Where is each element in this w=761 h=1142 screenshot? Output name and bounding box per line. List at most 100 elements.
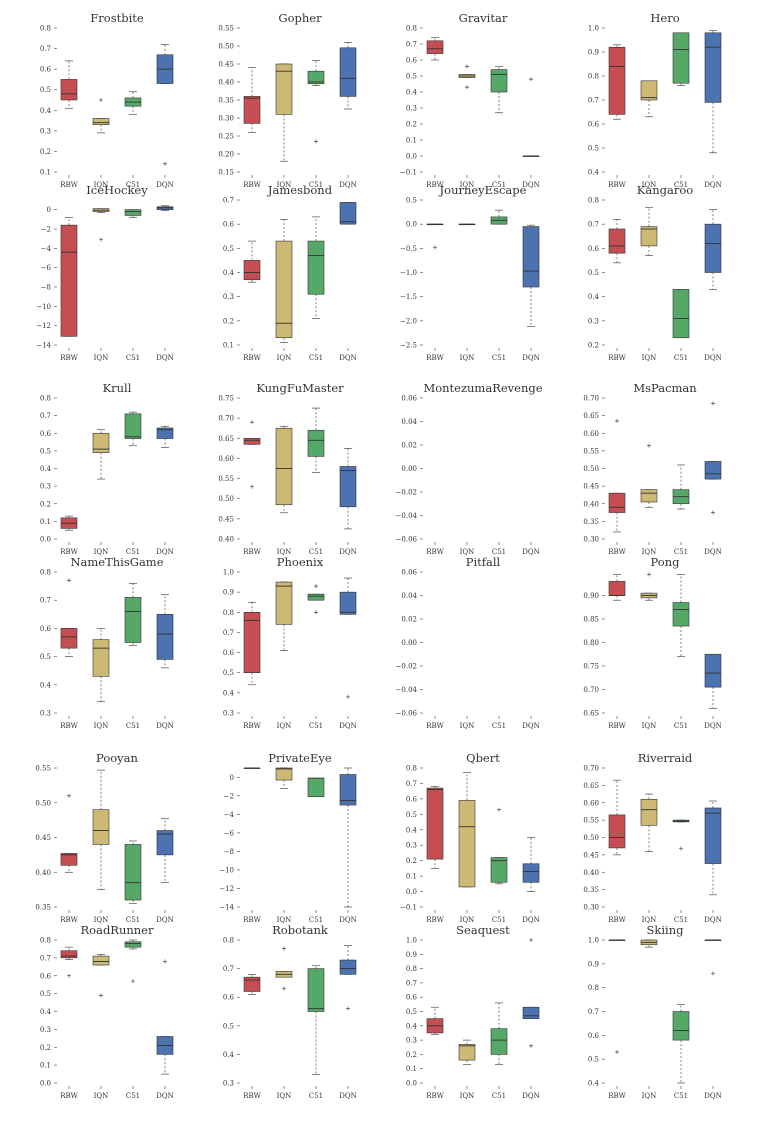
x-tick-label: RBW — [426, 722, 444, 730]
y-tick-label: 0.5 — [588, 1056, 599, 1064]
y-tick-label: 0.0 — [40, 1080, 51, 1088]
box-dqn — [522, 938, 540, 1048]
box-dqn — [704, 401, 722, 515]
outlier-marker — [314, 610, 318, 615]
y-tick-label: 0.5 — [40, 86, 51, 94]
box-c51 — [124, 939, 142, 984]
panel-krull: Krull 0.0 0.1 0.2 0.3 0.4 0.5 0.6 0.7 0.8 RBW IQN C5… — [40, 381, 174, 556]
x-tick-label: DQN — [156, 181, 173, 189]
iqr-box — [608, 46, 626, 115]
box-rbw — [60, 578, 78, 657]
y-tick-label: 0.45 — [218, 515, 234, 523]
y-tick-label: −4 — [224, 811, 235, 819]
y-tick-label: 0.4 — [223, 269, 235, 277]
y-tick-label: 0.7 — [40, 597, 51, 605]
panel-title: KungFuMaster — [256, 381, 344, 395]
y-tick-label: 0.15 — [218, 169, 234, 177]
y-tick-label: 0.8 — [40, 395, 51, 403]
y-tick-label: 0.5 — [223, 1022, 234, 1030]
x-tick-label: RBW — [60, 354, 78, 362]
panel-title: Krull — [103, 381, 132, 395]
iqr-box — [124, 844, 142, 901]
y-tick-label: 0.55 — [583, 817, 599, 825]
box-iqn — [640, 443, 658, 508]
y-tick-label: −2 — [224, 792, 234, 800]
box-dqn — [156, 959, 174, 1075]
box-rbw — [243, 974, 261, 995]
y-tick-label: 0.4 — [406, 89, 418, 97]
y-tick-label: 0.7 — [223, 629, 234, 637]
y-tick-label: 0.45 — [583, 851, 599, 859]
y-tick-label: 0.85 — [583, 616, 599, 624]
iqr-box — [522, 226, 540, 288]
x-tick-label: IQN — [94, 354, 109, 362]
iqr-box — [92, 955, 110, 966]
y-tick-label: 0.7 — [588, 1008, 599, 1016]
outlier-marker — [711, 971, 715, 976]
box-rbw — [243, 601, 261, 686]
box-rbw — [60, 515, 78, 531]
x-tick-label: IQN — [460, 916, 475, 924]
y-tick-label: 0.35 — [218, 97, 234, 105]
box-dqn — [522, 837, 540, 892]
x-tick-label: RBW — [608, 916, 626, 924]
box-rbw — [60, 217, 78, 337]
box-iqn — [640, 793, 658, 852]
x-tick-label: C51 — [492, 1092, 506, 1100]
box-iqn — [640, 939, 658, 948]
x-tick-label: C51 — [309, 181, 323, 189]
panel-title: NameThisGame — [70, 555, 163, 569]
y-tick-label: 0.1 — [406, 1065, 417, 1073]
y-tick-label: −10 — [219, 866, 234, 874]
x-tick-label: C51 — [126, 1092, 140, 1100]
x-tick-label: C51 — [309, 548, 323, 556]
outlier-marker — [67, 793, 71, 798]
panel-title: Gravitar — [459, 11, 508, 25]
box-iqn — [275, 767, 293, 789]
x-tick-label: DQN — [156, 722, 173, 730]
y-tick-label: 0.45 — [35, 834, 51, 842]
box-dqn — [704, 800, 722, 896]
y-tick-label: 0.4 — [223, 1051, 235, 1059]
box-c51 — [490, 807, 508, 885]
panel-title: Phoenix — [277, 555, 324, 569]
iqr-box — [156, 613, 174, 660]
box-iqn — [275, 63, 293, 162]
panel-title: Robotank — [272, 923, 329, 937]
y-tick-label: 0.8 — [40, 937, 51, 945]
box-c51 — [490, 1002, 508, 1065]
x-tick-label: IQN — [94, 181, 109, 189]
y-tick-label: 0.65 — [218, 435, 234, 443]
iqr-box — [704, 461, 722, 480]
x-tick-label: DQN — [156, 916, 173, 924]
iqr-box — [339, 202, 357, 225]
x-tick-label: DQN — [522, 354, 539, 362]
y-tick-label: 0.70 — [218, 415, 234, 423]
outlier-marker — [163, 161, 167, 166]
x-tick-label: C51 — [126, 722, 140, 730]
y-tick-label: 0.60 — [218, 455, 234, 463]
x-tick-label: DQN — [156, 1092, 173, 1100]
box-iqn — [92, 769, 110, 890]
y-tick-label: 0.30 — [583, 904, 599, 912]
x-tick-label: C51 — [492, 916, 506, 924]
box-dqn — [339, 945, 357, 1011]
y-tick-label: 0.0 — [406, 153, 417, 161]
iqr-box — [60, 79, 78, 101]
iqr-box — [307, 240, 325, 295]
y-tick-label: 0.6 — [588, 245, 600, 253]
panel-title: Pitfall — [466, 555, 501, 569]
outlier-marker — [433, 245, 437, 250]
x-tick-label: DQN — [704, 1092, 721, 1100]
iqr-box — [426, 787, 444, 860]
iqr-box — [124, 413, 142, 439]
y-tick-label: 0.55 — [218, 475, 234, 483]
x-tick-label: DQN — [339, 354, 356, 362]
y-tick-label: 0.3 — [406, 105, 417, 113]
panel-kungfumaster: KungFuMaster 0.40 0.45 0.50 0.55 0.60 0.65 0.70… — [218, 381, 356, 556]
y-tick-label: 0.5 — [588, 145, 599, 153]
y-tick-label: −6 — [41, 264, 52, 272]
x-tick-label: RBW — [608, 722, 626, 730]
x-tick-label: IQN — [460, 354, 475, 362]
box-c51 — [307, 777, 325, 798]
